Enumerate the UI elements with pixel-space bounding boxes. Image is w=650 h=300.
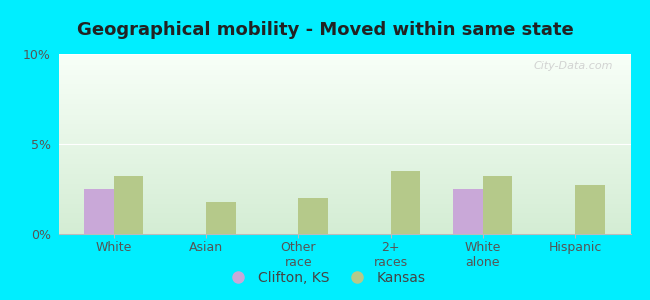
Legend: Clifton, KS, Kansas: Clifton, KS, Kansas: [219, 265, 431, 290]
Text: Geographical mobility - Moved within same state: Geographical mobility - Moved within sam…: [77, 21, 573, 39]
Text: City-Data.com: City-Data.com: [534, 61, 614, 71]
Bar: [391, 171, 420, 234]
Bar: [84, 189, 114, 234]
Bar: [453, 189, 483, 234]
Bar: [298, 198, 328, 234]
Bar: [206, 202, 236, 234]
Bar: [114, 176, 144, 234]
Bar: [483, 176, 512, 234]
Bar: [575, 185, 604, 234]
